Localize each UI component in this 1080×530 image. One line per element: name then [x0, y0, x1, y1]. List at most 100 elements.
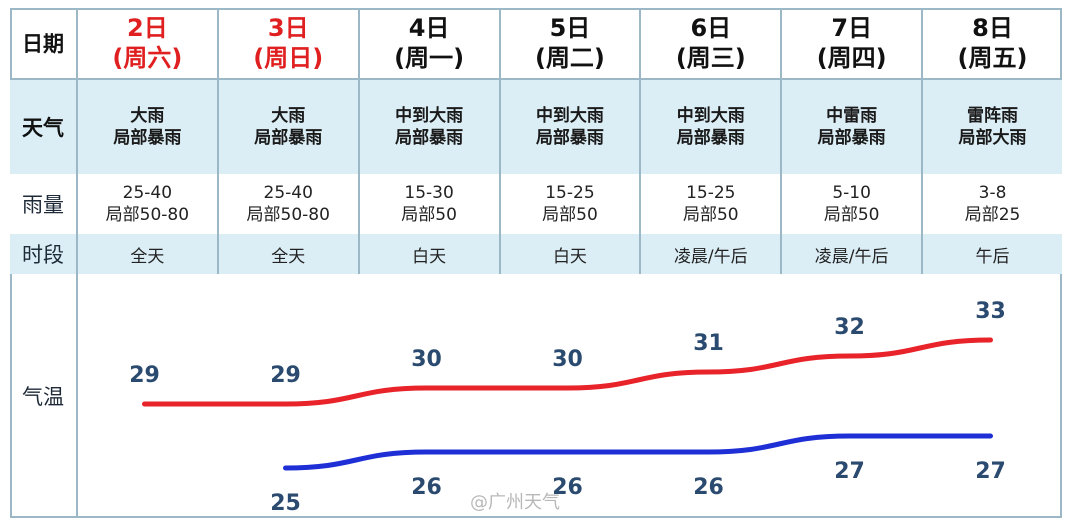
- rainfall-row: 雨量 25-40 局部50-80 25-40 局部50-80 15-30 局部5…: [10, 174, 1062, 234]
- weather-local: 局部暴雨: [254, 128, 323, 148]
- period-cell: 午后: [923, 234, 1062, 274]
- header-row: 日期 2日 (周六) 3日 (周日) 4日 (周一) 5日 (周二) 6日 (周…: [10, 8, 1062, 80]
- weather-label: 天气: [21, 116, 64, 140]
- period-cell: 凌晨/午后: [641, 234, 783, 274]
- temp-label: 气温: [22, 385, 64, 409]
- weather-main: 中到大雨: [676, 106, 745, 126]
- weekday-label: (周二): [534, 44, 605, 72]
- date-label: 日期: [21, 32, 64, 56]
- weather-row: 天气 大雨 局部暴雨 大雨 局部暴雨 中到大雨 局部暴雨 中到大雨 局部暴雨 中…: [10, 80, 1062, 174]
- weather-label-cell: 天气: [10, 80, 78, 174]
- weather-main: 雷阵雨: [967, 106, 1019, 126]
- rain-local-amount: 局部50: [823, 205, 880, 225]
- period-value: 凌晨/午后: [673, 246, 748, 267]
- weekday-label: (周六): [112, 44, 183, 72]
- high-temperature-label: 30: [552, 347, 583, 372]
- weather-main: 中到大雨: [395, 106, 464, 126]
- day-header-1: 3日 (周日): [219, 8, 360, 78]
- high-temperature-label: 31: [693, 331, 724, 356]
- low-temperature-label: 25: [270, 491, 301, 516]
- weekday-label: (周三): [675, 44, 746, 72]
- high-temperature-label: 29: [270, 363, 301, 388]
- weather-cell: 中到大雨 局部暴雨: [641, 80, 783, 174]
- day-label: 7日: [831, 14, 873, 42]
- day-label: 2日: [127, 14, 168, 42]
- rain-local-amount: 局部50: [542, 205, 598, 225]
- temperature-chart: 29 29 30 30 31 32 33 25 26 26 26 27 27: [129, 299, 1006, 516]
- low-temperature-label: 27: [834, 459, 865, 484]
- weekday-label: (周四): [816, 44, 887, 72]
- rain-cell: 15-30 局部50: [360, 174, 501, 234]
- rain-amount: 15-30: [404, 183, 454, 203]
- day-label: 6日: [690, 14, 732, 42]
- rain-local-amount: 局部25: [964, 205, 1021, 225]
- period-cell: 白天: [501, 234, 642, 274]
- rain-amount: 3-8: [978, 183, 1007, 203]
- rain-amount: 15-25: [545, 183, 595, 203]
- weather-local: 局部暴雨: [676, 128, 745, 148]
- weekday-label: (周日): [253, 44, 324, 72]
- high-temperature-label: 32: [834, 315, 865, 340]
- day-header-6: 8日 (周五): [923, 8, 1062, 78]
- day-header-4: 6日 (周三): [641, 8, 783, 78]
- high-temperature-label: 30: [411, 347, 442, 372]
- rain-cell: 15-25 局部50: [641, 174, 783, 234]
- day-header-3: 5日 (周二): [501, 8, 642, 78]
- rain-amount: 15-25: [686, 183, 736, 203]
- weather-main: 中雷雨: [826, 106, 878, 126]
- weather-local: 局部大雨: [958, 128, 1027, 148]
- rain-cell: 25-40 局部50-80: [219, 174, 360, 234]
- weather-cell: 雷阵雨 局部大雨: [923, 80, 1062, 174]
- rain-cell: 3-8 局部25: [923, 174, 1062, 234]
- period-cell: 凌晨/午后: [782, 234, 924, 274]
- watermark: @广州天气: [470, 492, 560, 513]
- rain-label-cell: 雨量: [10, 174, 78, 234]
- weekday-label: (周一): [394, 44, 465, 72]
- rain-label: 雨量: [21, 193, 64, 217]
- low-temperature-label: 26: [411, 475, 442, 500]
- weather-cell: 中到大雨 局部暴雨: [360, 80, 501, 174]
- rain-cell: 15-25 局部50: [501, 174, 642, 234]
- high-temperature-label: 29: [129, 363, 160, 388]
- period-value: 凌晨/午后: [814, 246, 889, 267]
- period-cell: 全天: [219, 234, 360, 274]
- weather-local: 局部暴雨: [817, 128, 886, 148]
- weather-cell: 中雷雨 局部暴雨: [782, 80, 924, 174]
- low-temperature-label: 27: [975, 459, 1006, 484]
- weather-main: 大雨: [271, 106, 306, 126]
- low-temperature-label: 26: [693, 475, 724, 500]
- rain-cell: 5-10 局部50: [782, 174, 924, 234]
- weather-cell: 中到大雨 局部暴雨: [501, 80, 642, 174]
- rain-local-amount: 局部50-80: [246, 205, 330, 225]
- day-header-2: 4日 (周一): [360, 8, 501, 78]
- day-label: 8日: [972, 14, 1013, 42]
- rain-amount: 25-40: [122, 183, 173, 203]
- day-label: 5日: [549, 14, 591, 42]
- period-cell: 白天: [360, 234, 501, 274]
- weather-local: 局部暴雨: [395, 128, 464, 148]
- low-temperature-line: [283, 433, 993, 471]
- weather-local: 局部暴雨: [535, 128, 604, 148]
- temperature-chart-area: 气温 29 29 30 30 31 32 33 25 26 26 26 27 27: [10, 274, 1062, 518]
- weather-cell: 大雨 局部暴雨: [219, 80, 360, 174]
- rain-local-amount: 局部50: [401, 205, 457, 225]
- day-header-5: 7日 (周四): [782, 8, 924, 78]
- period-value: 全天: [271, 246, 306, 267]
- period-label-cell: 时段: [10, 234, 78, 274]
- high-temperature-label: 33: [975, 299, 1006, 324]
- period-value: 全天: [130, 246, 165, 267]
- rain-cell: 25-40 局部50-80: [78, 174, 219, 234]
- temp-label-cell: 气温: [10, 274, 78, 518]
- period-cell: 全天: [78, 234, 219, 274]
- day-label: 4日: [408, 14, 450, 42]
- period-value: 白天: [412, 246, 447, 267]
- rain-amount: 25-40: [263, 183, 313, 203]
- weekday-label: (周五): [957, 44, 1028, 72]
- low-temperature-label: 26: [552, 475, 583, 500]
- period-row: 时段 全天 全天 白天 白天 凌晨/午后 凌晨/午后 午后: [10, 234, 1062, 274]
- date-label-cell: 日期: [10, 8, 78, 78]
- weather-cell: 大雨 局部暴雨: [78, 80, 219, 174]
- period-value: 白天: [552, 246, 587, 267]
- rain-amount: 5-10: [832, 183, 871, 203]
- high-temperature-line: [142, 337, 993, 407]
